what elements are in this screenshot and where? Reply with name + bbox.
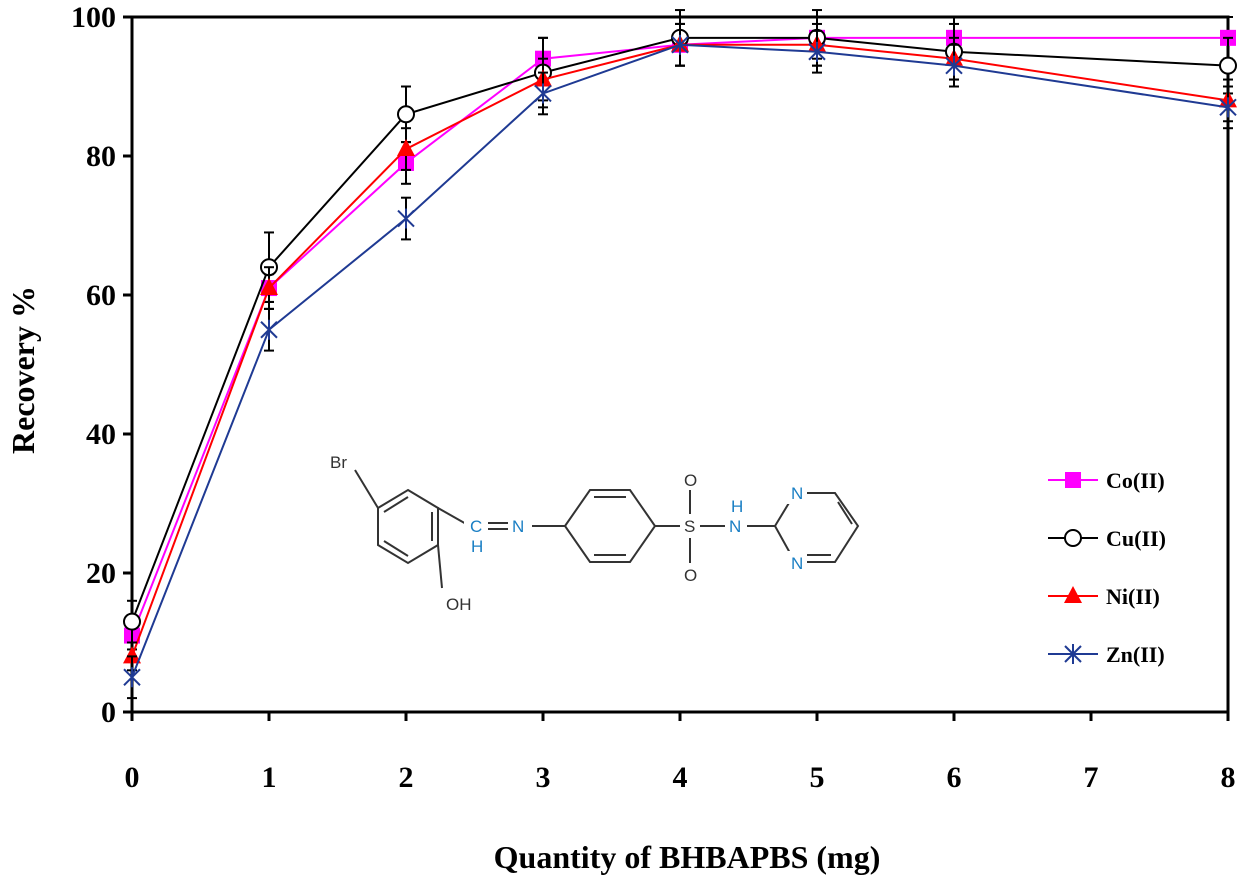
data-point [260, 319, 278, 340]
legend-label: Ni(II) [1106, 584, 1160, 609]
series-line-coii [131, 36, 1228, 636]
atom-h-amide: H [731, 497, 743, 516]
legend-item-znii: Zn(II) [1048, 642, 1165, 667]
atom-n-amide: N [729, 517, 741, 536]
ring-1-double-c [383, 540, 409, 557]
ring-1 [377, 488, 439, 565]
ch-bond [437, 507, 469, 526]
x-tick-label: 4 [673, 761, 688, 794]
x-tick-label: 6 [947, 761, 962, 794]
structure-bonds [354, 469, 860, 589]
data-point [397, 105, 415, 124]
chemical-structure: Br C H N O S O H N N N OH [330, 453, 860, 614]
data-point [808, 41, 826, 62]
atom-c: C [470, 517, 482, 536]
x-tick-label: 5 [810, 761, 825, 794]
ring-2 [563, 489, 657, 563]
x-tick-label: 2 [399, 761, 414, 794]
atom-n-imine: N [512, 517, 524, 536]
series-cuii [123, 9, 1237, 644]
series-znii [123, 22, 1237, 700]
ring-3-double-a [837, 501, 853, 525]
y-tick-label: 0 [101, 696, 116, 729]
plot-frame [130, 15, 1230, 714]
structure-atoms: Br C H N O S O H N N N OH [330, 453, 807, 614]
x-tick-label: 3 [536, 761, 551, 794]
atom-s: S [684, 517, 695, 536]
series-coii [124, 16, 1236, 651]
ring-1-double-a [383, 496, 409, 513]
data-point [671, 34, 689, 55]
data-point [123, 667, 141, 688]
legend-item-cuii: Cu(II) [1048, 526, 1166, 551]
legend-marker [1064, 529, 1082, 547]
x-tick-label: 8 [1221, 761, 1236, 794]
y-tick-label: 60 [86, 279, 116, 312]
series-niii [123, 22, 1237, 672]
y-tick-label: 20 [86, 557, 116, 590]
legend-marker [1064, 644, 1082, 664]
plot-axes [123, 15, 1230, 721]
y-tick-label: 40 [86, 418, 116, 451]
legend-label: Cu(II) [1106, 526, 1166, 551]
series-line-znii [131, 43, 1229, 678]
series-line-niii [131, 43, 1229, 657]
series-line-cuii [131, 36, 1229, 623]
oh-bond [437, 544, 443, 589]
atom-n-pyr-bottom: N [791, 554, 803, 573]
x-tick-label: 1 [262, 761, 277, 794]
legend-marker [1064, 586, 1082, 603]
atom-n-pyr-top: N [791, 484, 803, 503]
data-point [123, 612, 141, 631]
y-tick-label: 80 [86, 140, 116, 173]
legend-label: Zn(II) [1106, 642, 1165, 667]
y-tick-label: 100 [71, 1, 116, 34]
legend-marker [1065, 472, 1081, 488]
br-bond [354, 469, 379, 509]
data-point [397, 139, 415, 157]
data-point [397, 208, 415, 229]
data-point [1219, 56, 1237, 75]
data-point [260, 278, 278, 296]
data-point [945, 55, 963, 76]
x-axis-title: Quantity of BHBAPBS (mg) [494, 839, 881, 875]
tick-labels: 0 20 40 60 80 100 0 1 2 3 4 5 6 7 8 [71, 1, 1236, 794]
data-point [534, 83, 552, 104]
x-tick-label: 0 [125, 761, 140, 794]
atom-br: Br [330, 453, 347, 472]
series-layer [123, 9, 1237, 700]
x-tick-label: 7 [1084, 761, 1099, 794]
atom-oh: OH [446, 595, 472, 614]
y-axis-title: Recovery % [5, 286, 41, 454]
data-point [123, 646, 141, 664]
legend-item-coii: Co(II) [1048, 468, 1165, 493]
atom-o-bottom: O [684, 566, 697, 585]
atom-o-top: O [684, 471, 697, 490]
atom-h-imine: H [471, 537, 483, 556]
data-point [1219, 97, 1237, 118]
legend-item-niii: Ni(II) [1048, 584, 1160, 609]
legend: Co(II) Cu(II) Ni(II) Zn(II) [1048, 468, 1166, 667]
legend-label: Co(II) [1106, 468, 1165, 493]
